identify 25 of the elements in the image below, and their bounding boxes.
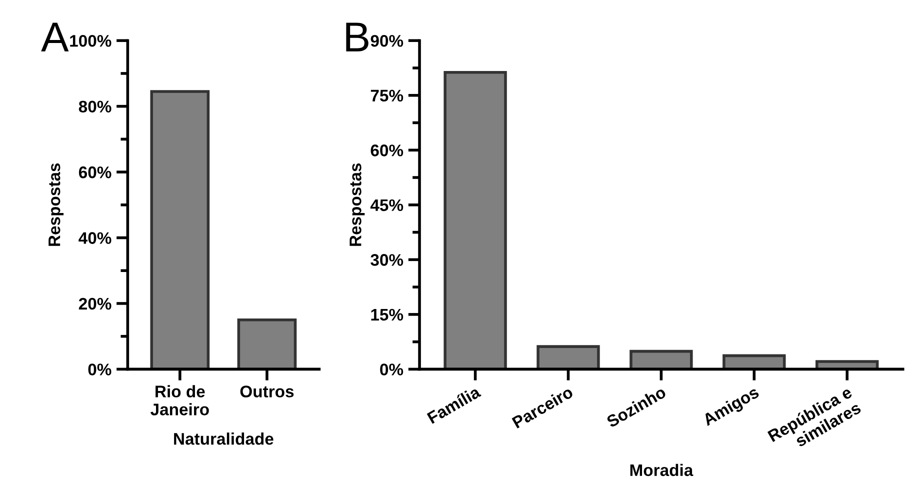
- y-axis-title: Respostas: [48, 163, 64, 246]
- x-axis-title: Moradia: [630, 464, 694, 476]
- y-tick-label: 60%: [370, 144, 404, 156]
- bar: [536, 345, 600, 370]
- y-tick-label: 30%: [370, 254, 404, 266]
- y-tick-label: 75%: [370, 90, 404, 102]
- y-tick-label: 0%: [88, 364, 112, 376]
- y-tick-label: 100%: [70, 34, 112, 47]
- y-tick-label: 20%: [78, 298, 112, 310]
- y-tick-label: 0%: [380, 364, 404, 376]
- bar: [444, 70, 507, 370]
- x-axis-title: Naturalidade: [174, 432, 274, 445]
- y-axis-title: Respostas: [350, 163, 365, 246]
- chart-title: A: [41, 22, 69, 52]
- y-tick-label: 45%: [370, 199, 404, 212]
- x-tick-label: Outros: [240, 386, 294, 398]
- y-tick-label: 15%: [371, 308, 404, 321]
- y-tick-label: 60%: [78, 166, 112, 178]
- y-tick-label: 90%: [370, 34, 404, 47]
- y-tick-label: 40%: [78, 232, 112, 244]
- chart-title: B: [346, 22, 368, 52]
- x-tick-label: Rio de Janeiro: [150, 385, 209, 416]
- bar: [722, 354, 786, 370]
- bar: [630, 350, 693, 370]
- y-tick-label: 80%: [78, 100, 112, 113]
